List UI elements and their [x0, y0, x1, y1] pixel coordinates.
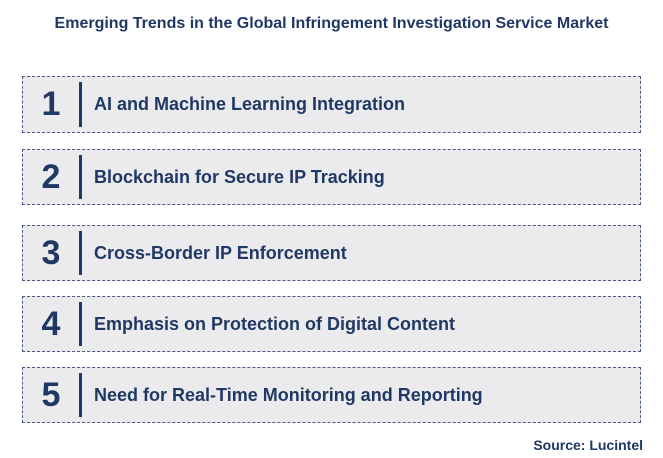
trend-number: 3 [41, 233, 61, 272]
divider-bar [79, 373, 82, 417]
divider-bar [79, 231, 82, 275]
trend-number: 5 [41, 375, 61, 414]
source-note: Source: Lucintel [533, 437, 643, 453]
trend-item-1: 1 AI and Machine Learning Integration [22, 76, 641, 133]
trend-label: Emphasis on Protection of Digital Conten… [94, 313, 456, 334]
diagram-title: Emerging Trends in the Global Infringeme… [54, 15, 609, 32]
trend-number: 2 [41, 157, 61, 196]
trend-label: AI and Machine Learning Integration [94, 94, 406, 114]
divider-bar [79, 82, 82, 127]
divider-bar [79, 155, 82, 199]
trend-label: Need for Real-Time Monitoring and Report… [94, 384, 483, 405]
trend-number: 1 [41, 85, 61, 123]
trend-item-2: 2 Blockchain for Secure IP Tracking [22, 149, 641, 205]
trend-item-3: 3 Cross-Border IP Enforcement [22, 225, 641, 281]
divider-bar [79, 302, 82, 346]
trend-label: Cross-Border IP Enforcement [94, 242, 347, 263]
trend-item-5: 5 Need for Real-Time Monitoring and Repo… [22, 367, 641, 423]
trend-label: Blockchain for Secure IP Tracking [94, 166, 385, 187]
trend-item-4: 4 Emphasis on Protection of Digital Cont… [22, 296, 641, 352]
trend-number: 4 [41, 304, 61, 343]
